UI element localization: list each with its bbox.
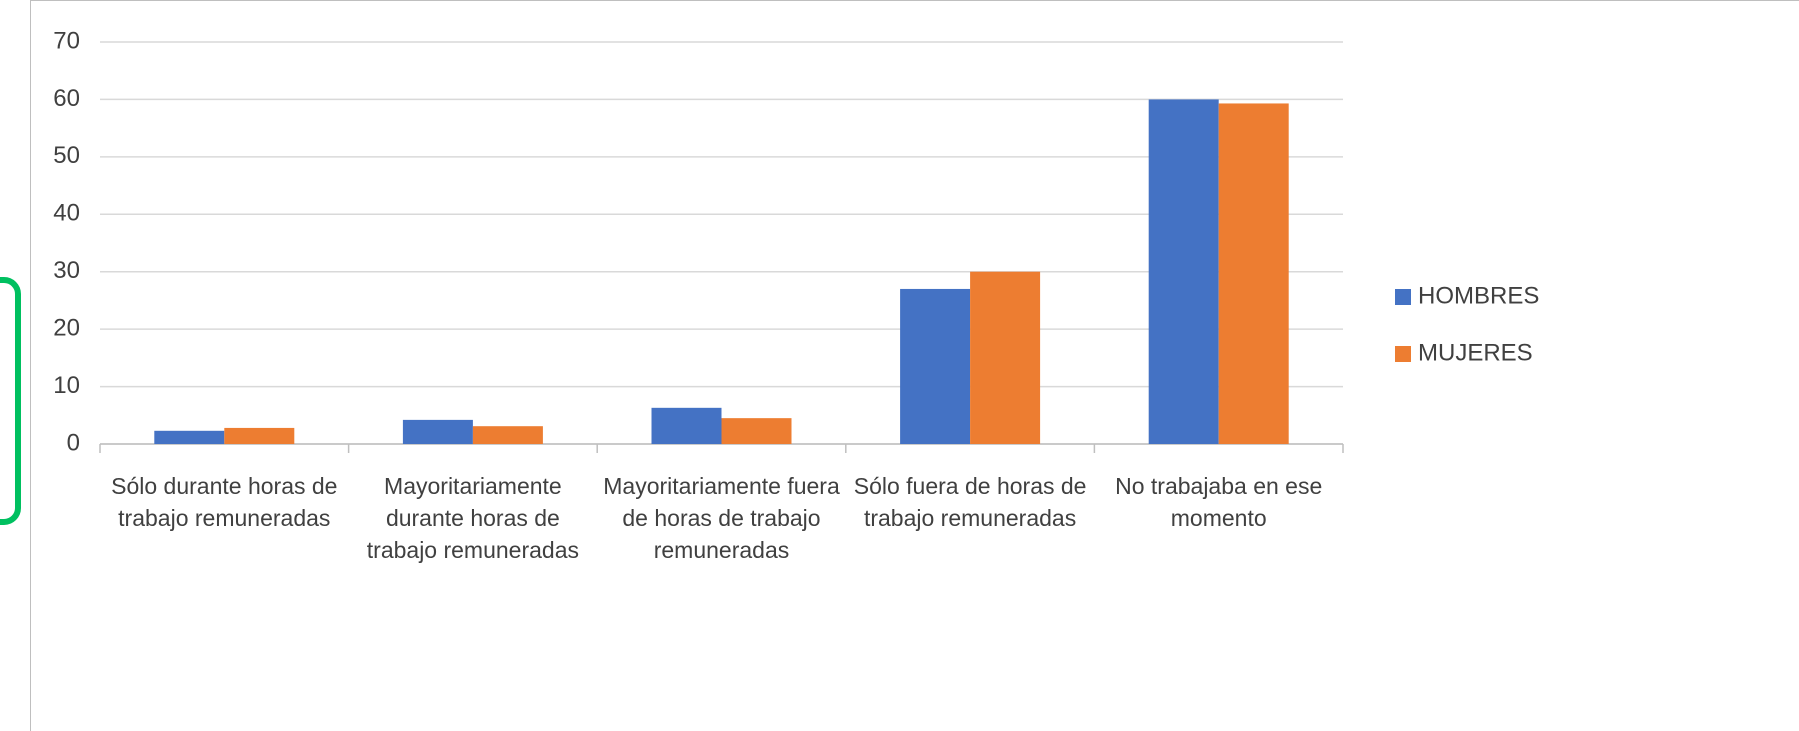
legend-label: MUJERES bbox=[1418, 339, 1533, 366]
bar bbox=[970, 271, 1041, 444]
bar bbox=[900, 288, 971, 444]
bar bbox=[721, 418, 792, 444]
bar bbox=[651, 407, 722, 444]
bar bbox=[154, 430, 225, 444]
bar bbox=[402, 419, 473, 444]
y-tick-label: 0 bbox=[67, 429, 80, 456]
x-tick-label: Sólo fuera de horas de trabajo remunerad… bbox=[853, 473, 1087, 531]
bar bbox=[1148, 99, 1219, 444]
legend-swatch bbox=[1395, 289, 1411, 305]
legend-label: HOMBRES bbox=[1418, 282, 1539, 309]
y-tick-label: 20 bbox=[53, 314, 80, 341]
legend-swatch bbox=[1395, 346, 1411, 362]
x-tick-label: Mayoritariamente fuera de horas de traba… bbox=[603, 473, 840, 563]
y-tick-label: 40 bbox=[53, 200, 80, 227]
bar bbox=[472, 426, 543, 444]
x-tick-label: Sólo durante horas de trabajo remunerada… bbox=[111, 473, 338, 531]
y-tick-label: 70 bbox=[53, 27, 80, 54]
y-tick-label: 30 bbox=[53, 257, 80, 284]
y-tick-label: 50 bbox=[53, 142, 80, 169]
y-tick-label: 10 bbox=[53, 372, 80, 399]
y-tick-label: 60 bbox=[53, 85, 80, 112]
bar bbox=[1218, 103, 1289, 444]
x-tick-label: No trabajaba en ese momento bbox=[1115, 473, 1323, 531]
x-tick-label: Mayoritariamente durante horas de trabaj… bbox=[366, 473, 579, 563]
bar bbox=[224, 427, 295, 444]
decor bbox=[0, 277, 21, 525]
